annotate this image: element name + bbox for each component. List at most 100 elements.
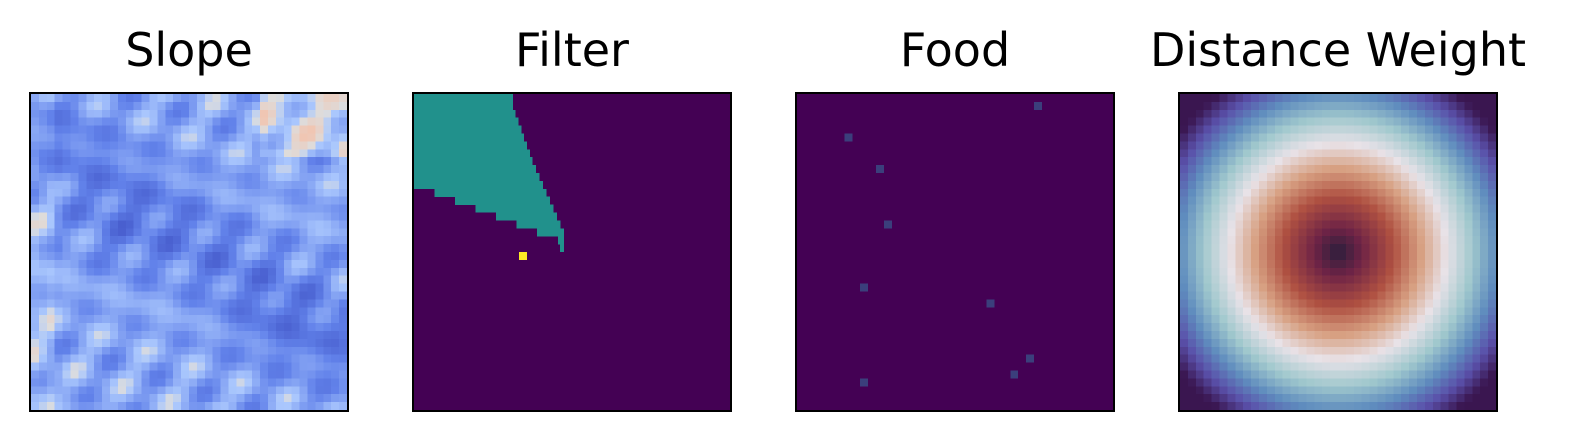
slope-cell	[268, 275, 277, 284]
distance-weight-cell	[1345, 133, 1354, 142]
slope-cell	[275, 362, 284, 371]
slope-cell	[46, 196, 55, 205]
distance-weight-cell	[1243, 338, 1252, 347]
slope-cell	[283, 252, 292, 261]
slope-cell	[331, 149, 340, 158]
slope-cell	[212, 275, 221, 284]
slope-cell	[141, 402, 150, 410]
slope-cell	[252, 94, 261, 103]
slope-cell	[173, 109, 182, 118]
distance-weight-cell	[1385, 362, 1394, 371]
slope-cell	[110, 117, 119, 126]
slope-cell	[283, 362, 292, 371]
distance-weight-cell	[1322, 188, 1331, 197]
slope-cell	[86, 378, 95, 387]
slope-cell	[252, 267, 261, 276]
distance-weight-cell	[1393, 196, 1402, 205]
food-item	[876, 165, 884, 173]
distance-weight-cell	[1187, 94, 1196, 103]
distance-weight-cell	[1290, 101, 1299, 110]
distance-weight-cell	[1314, 212, 1323, 221]
slope-cell	[331, 204, 340, 213]
distance-weight-cell	[1219, 244, 1228, 253]
slope-cell	[54, 346, 63, 355]
slope-cell	[31, 291, 40, 300]
distance-weight-cell	[1306, 299, 1315, 308]
slope-cell	[86, 402, 95, 410]
slope-cell	[260, 323, 269, 332]
distance-weight-cell	[1211, 291, 1220, 300]
distance-weight-cell	[1472, 315, 1481, 324]
distance-weight-cell	[1369, 267, 1378, 276]
slope-cell	[291, 331, 300, 340]
distance-weight-cell	[1243, 228, 1252, 237]
slope-cell	[331, 267, 340, 276]
distance-weight-cell	[1464, 212, 1473, 221]
distance-weight-cell	[1298, 259, 1307, 268]
slope-cell	[165, 204, 174, 213]
slope-cell	[299, 323, 308, 332]
distance-weight-cell	[1409, 157, 1418, 166]
distance-weight-title: Distance Weight	[1149, 23, 1527, 77]
slope-cell	[189, 157, 198, 166]
distance-weight-cell	[1180, 323, 1189, 332]
distance-weight-cell	[1251, 315, 1260, 324]
distance-weight-cell	[1409, 196, 1418, 205]
slope-cell	[204, 323, 213, 332]
slope-cell	[70, 109, 79, 118]
slope-cell	[236, 307, 245, 316]
distance-weight-cell	[1432, 133, 1441, 142]
slope-cell	[117, 346, 126, 355]
slope-cell	[125, 354, 134, 363]
distance-weight-cell	[1306, 94, 1315, 103]
distance-weight-cell	[1266, 109, 1275, 118]
slope-cell	[204, 101, 213, 110]
distance-weight-cell	[1456, 101, 1465, 110]
distance-weight-cell	[1480, 346, 1489, 355]
slope-cell	[70, 291, 79, 300]
slope-cell	[125, 378, 134, 387]
slope-cell	[291, 252, 300, 261]
distance-weight-cell	[1464, 299, 1473, 308]
distance-weight-cell	[1290, 346, 1299, 355]
slope-cell	[117, 220, 126, 229]
distance-weight-cell	[1322, 220, 1331, 229]
distance-weight-cell	[1456, 133, 1465, 142]
slope-cell	[110, 244, 119, 253]
distance-weight-cell	[1393, 299, 1402, 308]
distance-weight-cell	[1424, 244, 1433, 253]
slope-cell	[141, 283, 150, 292]
slope-cell	[54, 323, 63, 332]
distance-weight-cell	[1180, 125, 1189, 134]
slope-heatmap	[29, 92, 349, 412]
distance-weight-cell	[1432, 228, 1441, 237]
distance-weight-cell	[1180, 173, 1189, 182]
slope-cell	[299, 346, 308, 355]
distance-weight-cell	[1448, 315, 1457, 324]
slope-cell	[110, 133, 119, 142]
distance-weight-cell	[1448, 283, 1457, 292]
distance-weight-cell	[1456, 125, 1465, 134]
distance-weight-cell	[1187, 283, 1196, 292]
slope-cell	[54, 173, 63, 182]
slope-cell	[236, 173, 245, 182]
distance-weight-cell	[1227, 267, 1236, 276]
distance-weight-cell	[1259, 204, 1268, 213]
distance-weight-cell	[1259, 362, 1268, 371]
slope-cell	[204, 299, 213, 308]
slope-cell	[110, 141, 119, 150]
slope-cell	[94, 244, 103, 253]
slope-cell	[157, 244, 166, 253]
distance-weight-cell	[1187, 315, 1196, 324]
distance-weight-cell	[1290, 149, 1299, 158]
distance-weight-cell	[1432, 141, 1441, 150]
distance-weight-cell	[1417, 315, 1426, 324]
distance-weight-cell	[1480, 252, 1489, 261]
slope-cell	[165, 149, 174, 158]
distance-weight-cell	[1369, 307, 1378, 316]
slope-cell	[236, 204, 245, 213]
slope-cell	[228, 291, 237, 300]
distance-weight-cell	[1369, 220, 1378, 229]
slope-cell	[228, 283, 237, 292]
slope-cell	[275, 267, 284, 276]
